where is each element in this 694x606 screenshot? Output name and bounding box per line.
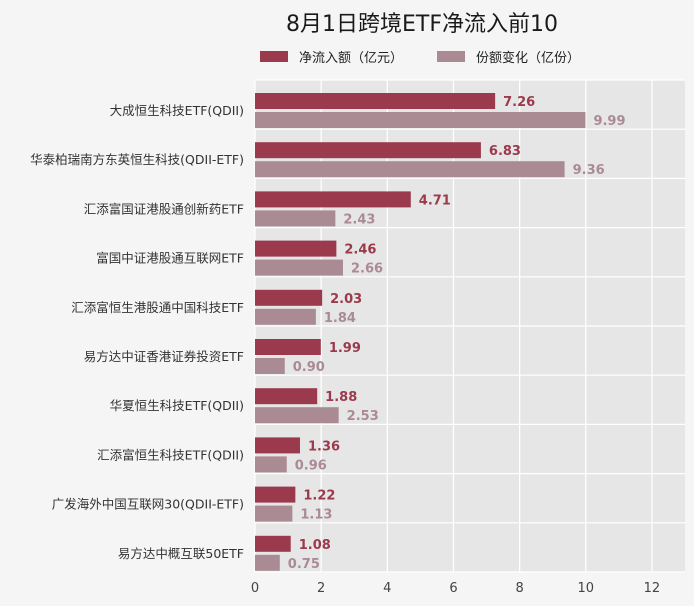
bar: [255, 554, 280, 571]
data-label: 1.99: [329, 341, 361, 356]
legend: 净流入额（亿元） 份额变化（亿份）: [260, 50, 580, 66]
data-label: 1.88: [325, 390, 357, 405]
bar: [255, 142, 481, 159]
category-label: 大成恒生科技ETF(QDII): [110, 103, 244, 118]
data-label: 0.75: [288, 557, 320, 572]
data-label: 6.83: [489, 144, 521, 159]
data-label: 2.03: [330, 292, 362, 307]
data-label: 4.71: [419, 193, 451, 208]
data-label: 2.66: [351, 262, 383, 277]
category-label: 汇添富恒生科技ETF(QDII): [97, 447, 244, 462]
legend-label-inflow: 净流入额（亿元）: [299, 51, 403, 66]
data-label: 7.26: [503, 95, 535, 110]
bar: [255, 210, 336, 227]
category-label: 易方达中概互联50ETF: [118, 546, 244, 561]
category-label: 华泰柏瑞南方东英恒生科技(QDII-ETF): [30, 152, 244, 167]
bar: [255, 191, 411, 208]
data-label: 9.36: [573, 163, 605, 178]
bars: 7.26 9.99 6.83 9.36 4.71 2.43 2.46 2.66 2.03 1.84…: [255, 93, 626, 572]
data-label: 9.99: [593, 114, 625, 129]
data-label: 2.46: [344, 243, 376, 258]
x-tick-label: 8: [515, 581, 523, 596]
x-tick-label: 10: [577, 581, 594, 596]
bar: [255, 93, 496, 109]
x-tick-label: 12: [644, 581, 661, 596]
data-label: 0.96: [295, 458, 327, 473]
bar: [255, 358, 285, 374]
category-label: 华夏恒生科技ETF(QDII): [110, 398, 244, 413]
data-label: 0.90: [293, 360, 325, 375]
category-label: 汇添富国证港股通创新药ETF: [84, 201, 244, 216]
data-label: 1.22: [303, 489, 335, 504]
bar: [255, 437, 300, 454]
x-tick-label: 2: [317, 581, 325, 596]
data-label: 1.36: [308, 439, 340, 454]
bar: [255, 339, 321, 355]
bar: [255, 486, 296, 503]
legend-swatch-inflow: [260, 51, 288, 62]
x-axis-ticks: 0 2 4 6 8 10 12: [251, 581, 660, 596]
data-label: 1.08: [299, 538, 331, 553]
bar: [255, 161, 565, 178]
bar: [255, 289, 323, 306]
data-label: 2.43: [343, 212, 375, 227]
category-labels: 大成恒生科技ETF(QDII) 华泰柏瑞南方东英恒生科技(QDII-ETF) 汇添富…: [30, 103, 244, 561]
legend-swatch-shares: [437, 51, 465, 62]
bar: [255, 407, 339, 424]
bar: [255, 456, 287, 473]
chart-title: 8月1日跨境ETF净流入前10: [286, 12, 558, 37]
bar: [255, 388, 318, 405]
category-label: 广发海外中国互联网30(QDII-ETF): [52, 497, 244, 512]
bar: [255, 112, 586, 128]
category-label: 易方达中证香港证券投资ETF: [84, 349, 244, 364]
bar: [255, 308, 316, 325]
x-tick-label: 4: [383, 581, 391, 596]
bar: [255, 535, 291, 552]
data-label: 2.53: [347, 409, 379, 424]
bar: [255, 505, 293, 522]
data-label: 1.84: [324, 311, 356, 326]
x-tick-label: 0: [251, 581, 259, 596]
bar: [255, 240, 337, 257]
x-tick-label: 6: [449, 581, 457, 596]
category-label: 汇添富恒生港股通中国科技ETF: [71, 300, 244, 315]
bar: [255, 259, 343, 276]
category-label: 富国中证港股通互联网ETF: [96, 251, 244, 266]
data-label: 1.13: [300, 508, 332, 523]
legend-label-shares: 份额变化（亿份）: [476, 50, 580, 66]
